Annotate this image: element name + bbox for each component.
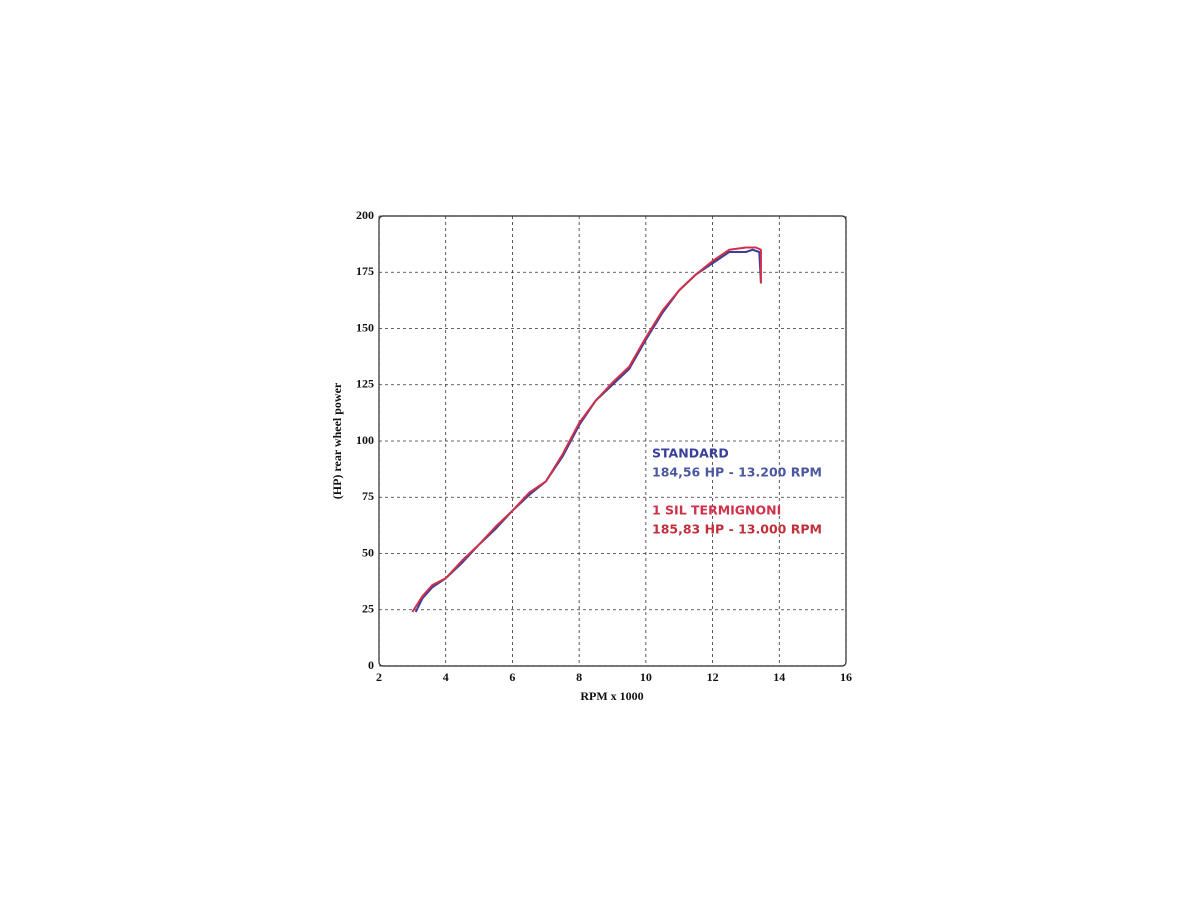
legend-entry: STANDARD (652, 446, 729, 461)
x-axis-label: RPM x 1000 (580, 689, 643, 703)
x-tick-label: 16 (840, 670, 852, 684)
annotation: 185,83 HP - 13.000 RPM (652, 522, 822, 537)
x-tick-label: 2 (376, 670, 382, 684)
x-tick-label: 4 (443, 670, 449, 684)
y-tick-label: 200 (356, 208, 374, 222)
y-tick-label: 125 (356, 377, 374, 391)
y-tick-label: 175 (356, 264, 374, 278)
x-tick-label: 10 (640, 670, 652, 684)
y-tick-label: 0 (368, 658, 374, 672)
annotation: 184,56 HP - 13.200 RPM (652, 465, 822, 480)
x-tick-label: 12 (707, 670, 719, 684)
y-tick-label: 150 (356, 320, 374, 334)
y-tick-label: 75 (362, 489, 374, 503)
y-tick-label: 50 (362, 545, 374, 559)
series-line (411, 246, 762, 613)
y-axis-label: (HP) rear wheel power (330, 382, 344, 499)
x-tick-label: 14 (773, 670, 785, 684)
x-tick-label: 8 (576, 670, 582, 684)
y-tick-label: 100 (356, 433, 374, 447)
legend-entry: 1 SIL TERMIGNONI (652, 503, 781, 518)
y-tick-label: 25 (362, 602, 374, 616)
x-tick-label: 6 (509, 670, 515, 684)
